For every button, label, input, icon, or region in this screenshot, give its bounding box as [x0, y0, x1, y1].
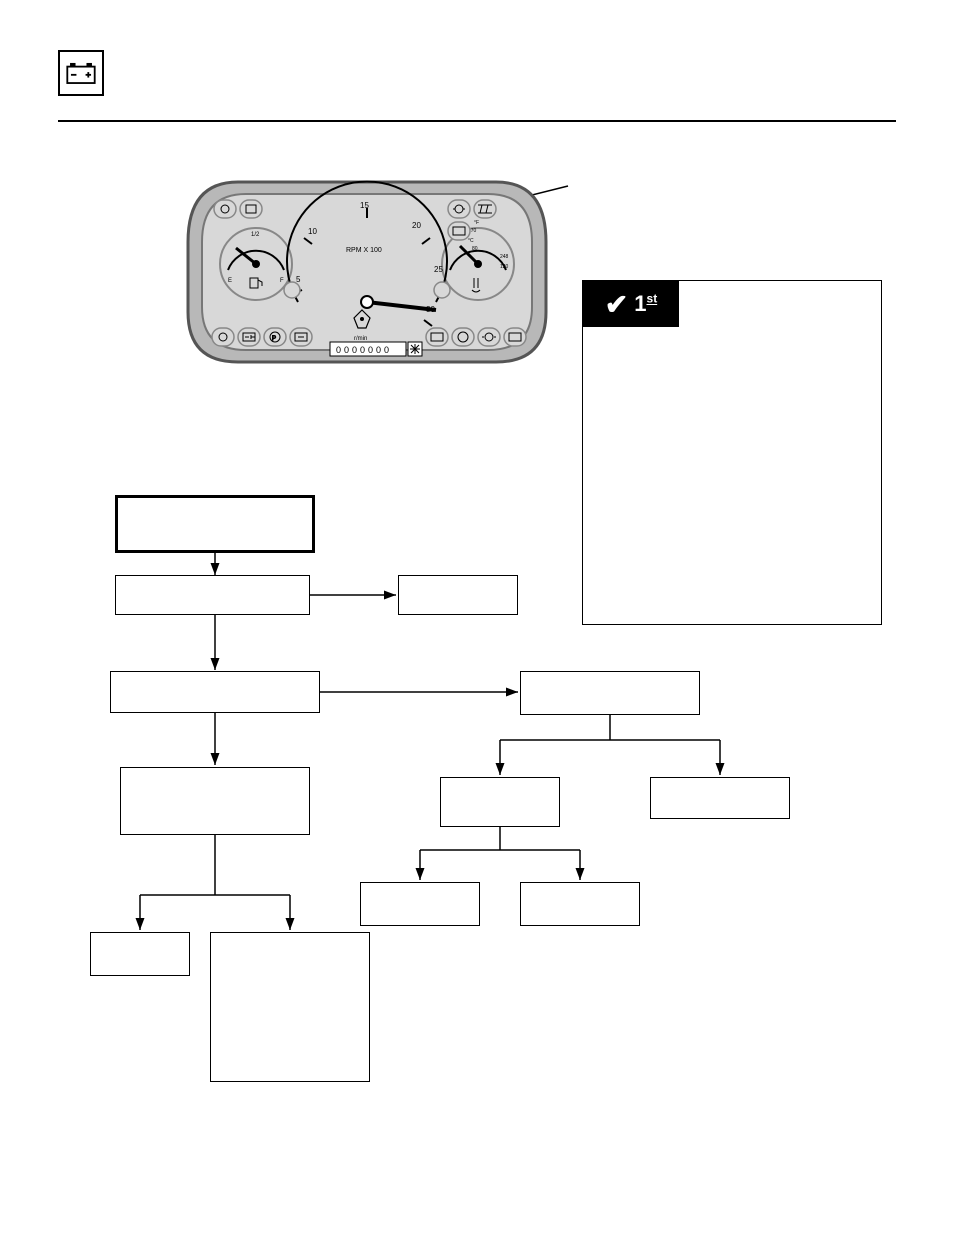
flow-g — [650, 777, 790, 819]
flow-h — [360, 882, 480, 926]
svg-text:20: 20 — [412, 221, 421, 230]
svg-text:10: 10 — [308, 227, 317, 236]
flow-d — [120, 767, 310, 835]
flow-i — [520, 882, 640, 926]
flow-k — [210, 932, 370, 1082]
svg-text:r/min: r/min — [354, 336, 367, 342]
svg-text:P: P — [272, 336, 276, 342]
svg-text:248: 248 — [500, 254, 509, 260]
flow-b — [398, 575, 518, 615]
svg-text:15: 15 — [360, 201, 369, 210]
svg-text:°F: °F — [474, 220, 479, 226]
flowchart — [110, 495, 880, 1135]
svg-text:E: E — [228, 278, 232, 284]
instrument-cluster: E 1/2 F °F 170 248 °C 80 120 — [178, 172, 556, 372]
svg-text:RPM X 100: RPM X 100 — [346, 247, 382, 254]
svg-text:80: 80 — [472, 246, 478, 252]
page: E 1/2 F °F 170 248 °C 80 120 — [0, 0, 954, 1235]
header-divider — [58, 120, 896, 122]
svg-text:5: 5 — [296, 275, 301, 284]
flow-j — [90, 932, 190, 976]
battery-icon — [58, 50, 104, 96]
flow-c — [110, 671, 320, 713]
check-icon: ✔ — [605, 288, 628, 321]
svg-text:0000000: 0000000 — [336, 345, 392, 355]
flow-f — [440, 777, 560, 827]
svg-text:F: F — [280, 278, 284, 284]
flow-a — [115, 575, 310, 615]
flow-start — [115, 495, 315, 553]
svg-text:°C: °C — [468, 238, 474, 244]
svg-text:25: 25 — [434, 265, 443, 274]
svg-text:120: 120 — [500, 264, 509, 270]
svg-text:1/2: 1/2 — [251, 232, 260, 238]
flow-e — [520, 671, 700, 715]
first-check-tab: ✔ 1st — [583, 281, 679, 327]
first-number: 1st — [634, 291, 657, 317]
